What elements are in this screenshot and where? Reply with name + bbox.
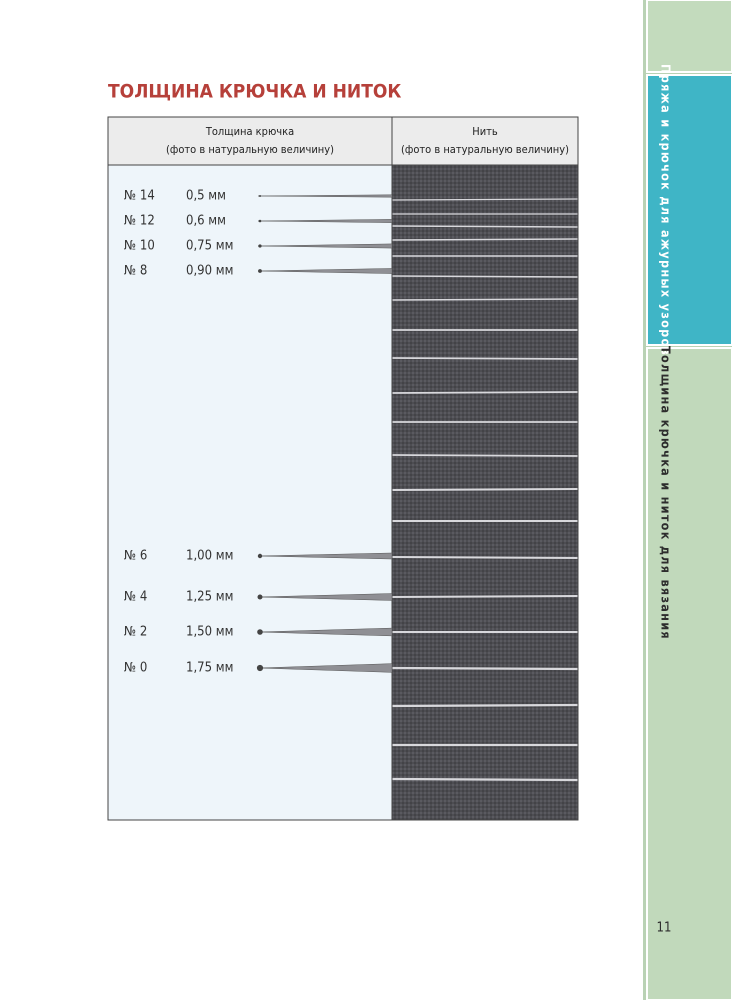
hook-size: 0,90 мм bbox=[186, 264, 233, 279]
hook-size: 0,6 мм bbox=[186, 214, 226, 229]
sidebar-tab[interactable] bbox=[646, 347, 732, 1000]
hook-tip bbox=[257, 629, 263, 635]
hook-column bbox=[108, 165, 392, 820]
thread bbox=[391, 556, 579, 559]
hook bbox=[257, 194, 393, 198]
column-title: Нить bbox=[472, 125, 498, 138]
thread bbox=[391, 777, 579, 782]
hook-number: № 12 bbox=[124, 214, 155, 229]
table-border bbox=[107, 116, 579, 821]
sidebar-tab-top bbox=[646, 0, 732, 73]
hook bbox=[257, 268, 393, 274]
page-number: 11 bbox=[657, 921, 672, 936]
hook-number: № 2 bbox=[124, 625, 147, 640]
thread bbox=[391, 391, 579, 394]
thread bbox=[391, 454, 579, 457]
hook-size: 0,5 мм bbox=[186, 189, 226, 204]
column-subtitle: (фото в натуральную величину) bbox=[166, 143, 334, 156]
hook-number: № 14 bbox=[124, 189, 155, 204]
thread bbox=[391, 666, 579, 671]
hook-number: № 6 bbox=[124, 549, 147, 564]
thread bbox=[391, 594, 579, 599]
thread bbox=[391, 275, 579, 278]
hook-tip bbox=[257, 594, 263, 600]
hook-size: 1,50 мм bbox=[186, 625, 233, 640]
hook bbox=[257, 219, 393, 223]
hook-number: № 0 bbox=[124, 661, 147, 676]
hook bbox=[257, 627, 393, 637]
hook-tip bbox=[258, 244, 262, 248]
column-subtitle: (фото в натуральную величину) bbox=[401, 143, 569, 156]
hook-number: № 8 bbox=[124, 264, 147, 279]
hook-size: 1,00 мм bbox=[186, 549, 233, 564]
hook-tip bbox=[256, 664, 264, 672]
sidebar-tab-active[interactable] bbox=[646, 74, 732, 346]
hook-tip bbox=[258, 269, 262, 273]
hook bbox=[257, 243, 393, 249]
hook-tip bbox=[259, 195, 261, 197]
hook-tip bbox=[258, 219, 262, 223]
thread bbox=[391, 488, 579, 491]
column-title: Толщина крючка bbox=[205, 125, 294, 138]
hook-size: 1,25 мм bbox=[186, 590, 233, 605]
hook-number: № 10 bbox=[124, 239, 155, 254]
sidebar-tab-text: Толщина крючка и ниток для вязания bbox=[659, 346, 674, 640]
hook bbox=[257, 663, 393, 673]
table-header bbox=[108, 117, 578, 165]
hook-tip bbox=[257, 553, 263, 559]
thread-photo bbox=[392, 165, 578, 820]
thread bbox=[391, 238, 579, 241]
hook-size: 0,75 мм bbox=[186, 239, 233, 254]
thread bbox=[391, 298, 579, 301]
sidebar-tab-text: Пряжа и крючок для ажурных узоров bbox=[659, 64, 674, 356]
thread bbox=[391, 225, 579, 228]
thread bbox=[391, 198, 579, 201]
hook bbox=[257, 552, 393, 560]
hook-size: 1,75 мм bbox=[186, 661, 233, 676]
hook-number: № 4 bbox=[124, 590, 147, 605]
hook bbox=[257, 593, 393, 601]
thread bbox=[391, 357, 579, 360]
page-title: ТОЛЩИНА КРЮЧКА И НИТОК bbox=[108, 81, 401, 103]
thread bbox=[391, 703, 579, 708]
